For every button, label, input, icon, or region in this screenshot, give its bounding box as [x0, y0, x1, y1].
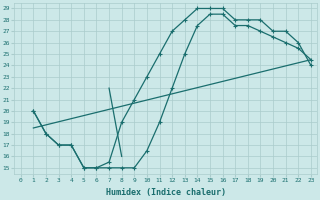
X-axis label: Humidex (Indice chaleur): Humidex (Indice chaleur) [106, 188, 226, 197]
